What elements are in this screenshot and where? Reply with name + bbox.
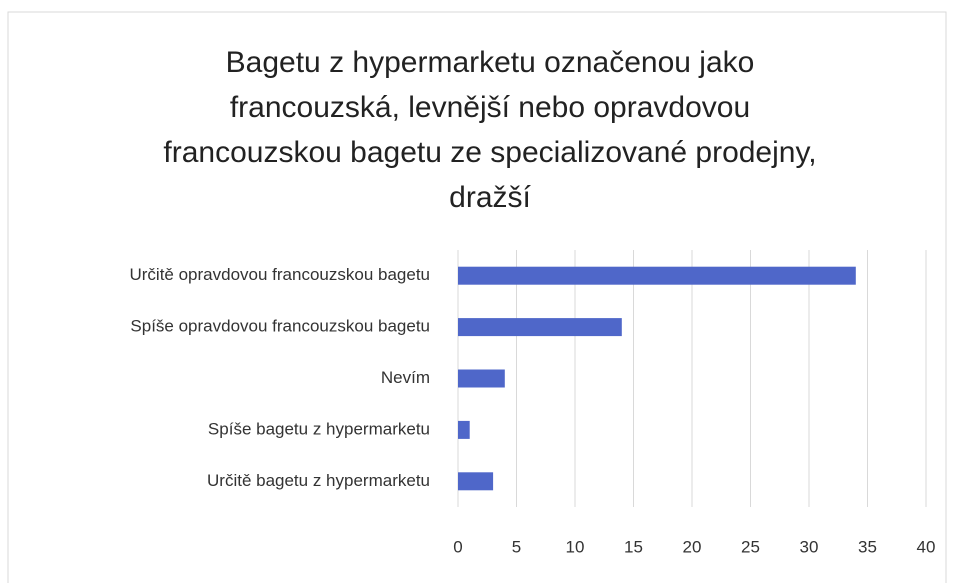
bar	[458, 472, 494, 491]
x-tick-label: 0	[453, 537, 462, 556]
y-tick-label: Nevím	[381, 368, 430, 387]
x-tick-label: 35	[858, 537, 877, 556]
y-tick-label: Spíše bagetu z hypermarketu	[208, 419, 430, 438]
x-tick-label: 30	[800, 537, 819, 556]
chart-title: Bagetu z hypermarketu označenou jako fra…	[163, 46, 817, 214]
x-tick-label: 5	[512, 537, 521, 556]
x-tick-label: 15	[624, 537, 643, 556]
bar	[458, 318, 622, 337]
chart-frame	[7, 11, 947, 583]
bar	[458, 420, 470, 439]
bar	[458, 369, 505, 388]
bar	[458, 266, 856, 285]
x-tick-label: 40	[917, 537, 936, 556]
y-tick-label: Spíše opravdovou francouzskou bagetu	[130, 317, 430, 336]
x-tick-label: 25	[741, 537, 760, 556]
y-tick-label: Určitě opravdovou francouzskou bagetu	[129, 265, 430, 284]
x-tick-label: 20	[683, 537, 702, 556]
x-tick-label: 10	[566, 537, 585, 556]
y-tick-label: Určitě bagetu z hypermarketu	[207, 471, 430, 490]
